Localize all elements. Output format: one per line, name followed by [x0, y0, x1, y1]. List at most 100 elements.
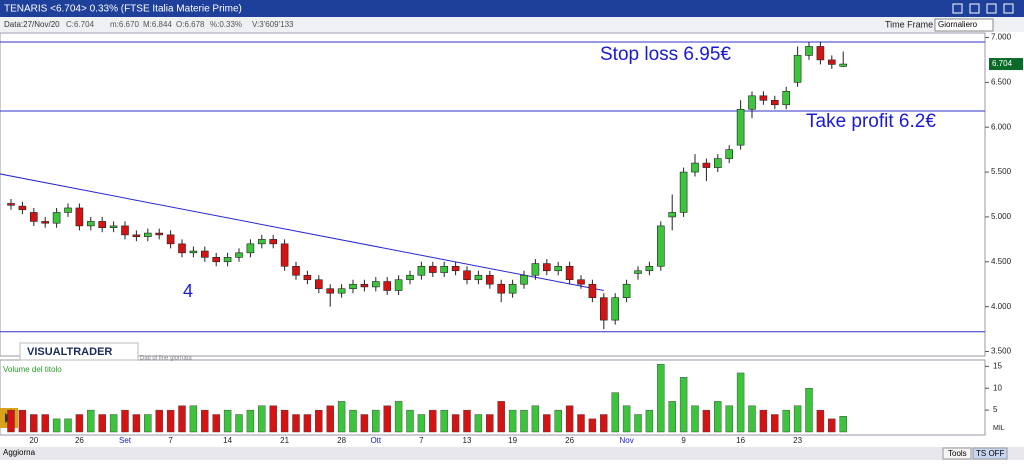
volume-bar: [702, 409, 711, 433]
candle-body: [121, 225, 129, 236]
volume-bar: [486, 414, 494, 433]
candle-body: [451, 265, 460, 272]
x-tick-label: Ott: [370, 436, 381, 445]
last-price: 6.704: [992, 59, 1013, 68]
candle-body: [371, 281, 380, 288]
candle-body: [314, 279, 323, 290]
volume-bar: [360, 414, 369, 433]
candle-body: [554, 265, 563, 272]
info-bar: [0, 17, 1024, 32]
update-button[interactable]: Aggiorna: [3, 448, 36, 457]
x-tick-label: 7: [168, 436, 173, 445]
price-panel: [0, 32, 986, 357]
candle-body: [736, 108, 745, 146]
volume-title: Volume del titolo: [3, 365, 62, 374]
y-tick-label: 15: [993, 361, 1002, 370]
x-tick-label: 26: [75, 436, 84, 445]
volume-bar: [736, 372, 745, 433]
candle-body: [201, 250, 209, 258]
window-button[interactable]: [986, 3, 997, 14]
candle-body: [782, 91, 791, 106]
volume-bar: [839, 416, 847, 433]
info-item: C:6.704: [66, 20, 95, 29]
candle-body: [406, 274, 414, 281]
candle-body: [303, 274, 312, 281]
volume-bar: [474, 414, 483, 433]
volume-bar: [132, 414, 141, 433]
volume-bar: [451, 414, 460, 433]
candle-body: [691, 162, 699, 173]
ts-button[interactable]: [972, 447, 1008, 460]
y-tick-label: 5.000: [991, 212, 1012, 221]
candle-body: [645, 265, 654, 272]
window-button[interactable]: [952, 3, 963, 14]
volume-bar: [793, 405, 802, 433]
candle-body: [520, 274, 528, 285]
candle-body: [656, 225, 665, 267]
volume-bar: [87, 409, 95, 433]
candle-body: [189, 250, 198, 254]
window-button[interactable]: [1003, 3, 1014, 14]
candle-body: [360, 283, 369, 288]
volume-bar: [429, 409, 437, 433]
x-tick-label: Set: [119, 436, 132, 445]
volume-bar: [155, 409, 163, 433]
volume-bar: [109, 414, 118, 433]
y-tick-label: 6.500: [991, 77, 1012, 86]
candle-body: [599, 297, 608, 321]
candle-body: [394, 279, 403, 291]
volume-bar: [531, 405, 540, 433]
candle-body: [269, 239, 278, 245]
volume-bar: [828, 418, 836, 433]
y-tick-label: 4.000: [991, 302, 1012, 311]
candle-body: [668, 212, 677, 218]
candle-body: [816, 46, 825, 61]
volume-bar: [98, 414, 106, 433]
footer-bar: [0, 447, 1024, 460]
volume-bar: [691, 405, 699, 433]
volume-bar: [212, 414, 220, 433]
window-button[interactable]: [969, 3, 980, 14]
candle-body: [542, 263, 551, 272]
candle-body: [144, 232, 152, 237]
candle-body: [770, 99, 779, 106]
candle-body: [702, 162, 711, 168]
volume-bar: [508, 409, 517, 433]
volume-bar: [679, 377, 688, 433]
volume-bar: [634, 414, 642, 433]
candle-body: [246, 243, 255, 254]
x-tick-label: 9: [681, 436, 686, 445]
candle-body: [474, 274, 483, 281]
volume-bar: [189, 405, 198, 433]
volume-bar: [235, 414, 243, 433]
volume-bar: [497, 401, 505, 433]
candle-body: [588, 283, 597, 298]
candle-body: [793, 55, 802, 83]
info-item: Data:27/Nov/20: [4, 20, 60, 29]
logo-box: [19, 342, 139, 361]
tools-button[interactable]: [942, 447, 972, 460]
candle-body: [531, 263, 540, 276]
candle-body: [223, 257, 232, 263]
volume-bar: [657, 363, 665, 433]
volume-bar: [406, 409, 414, 433]
volume-bar: [383, 405, 391, 433]
volume-bar: [64, 418, 72, 433]
volume-bar: [121, 409, 129, 433]
volume-bar: [41, 414, 49, 433]
time-frame-select[interactable]: [934, 18, 994, 32]
candle-body: [178, 243, 186, 254]
volume-bar: [178, 405, 186, 433]
candle-body: [748, 95, 756, 110]
volume-bar: [315, 409, 323, 433]
candle-body: [326, 288, 335, 294]
volume-bar: [748, 405, 756, 433]
candle-body: [257, 239, 266, 245]
x-tick-label: 7: [419, 436, 424, 445]
annotation: Stop loss 6.95€: [600, 44, 731, 65]
volume-bar: [543, 414, 551, 433]
tools-label: Tools: [948, 449, 967, 458]
x-tick-label: 20: [29, 436, 38, 445]
volume-bar: [816, 409, 825, 433]
volume-bar: [223, 409, 232, 433]
